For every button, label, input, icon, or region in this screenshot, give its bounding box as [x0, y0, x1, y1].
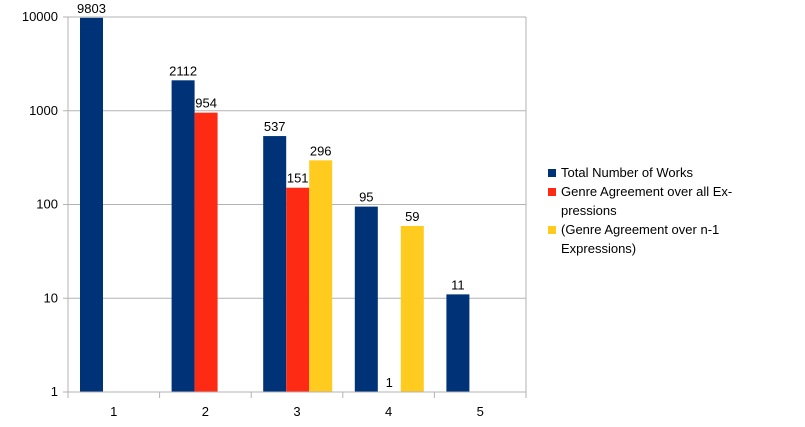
data-label: 1	[386, 375, 393, 390]
bar-series-1-cat-3	[263, 136, 287, 392]
legend-label: Genre Agreement over all Ex-pressions	[561, 184, 732, 218]
y-tick-label: 1	[51, 384, 58, 399]
data-label: 151	[287, 171, 309, 186]
legend-swatch	[548, 226, 556, 234]
x-tick-labels: 1 2 3 4 5	[110, 404, 484, 419]
axes-group	[63, 16, 527, 398]
bar-series-3-cat-4	[400, 225, 424, 392]
bar-series-1-cat-1	[80, 17, 103, 393]
y-tick-label: 10	[44, 290, 58, 305]
bar-series-1-cat-4	[354, 206, 378, 392]
data-label: 11	[451, 277, 465, 292]
data-label: 2112	[169, 63, 197, 78]
y-tick-label: 10000	[22, 9, 58, 24]
bar-series-3-cat-3	[309, 160, 333, 392]
legend: Total Number of Works Genre Agreement ove…	[548, 165, 732, 256]
bar-series-2-cat-2	[194, 112, 218, 392]
legend-swatch	[548, 169, 556, 177]
data-label: 296	[310, 143, 332, 158]
x-tick-label: 2	[202, 404, 209, 419]
y-tick-labels: 1 10 100 1000 10000	[22, 9, 58, 399]
data-label: 537	[264, 119, 286, 134]
x-tick-label: 5	[477, 404, 484, 419]
x-tick-label: 1	[110, 404, 117, 419]
bars-group	[80, 17, 470, 393]
y-tick-label: 1000	[29, 103, 58, 118]
data-label: 9803	[77, 1, 106, 16]
data-labels: 9803 2112 537 95 11 954 151 1 296 59	[77, 1, 465, 390]
y-tick-label: 100	[36, 197, 58, 212]
legend-label: (Genre Agreement over n-1 Expressions)	[561, 222, 719, 256]
data-label: 954	[195, 96, 217, 111]
x-tick-label: 4	[385, 404, 392, 419]
data-label: 59	[405, 209, 419, 224]
bar-series-1-cat-2	[171, 80, 195, 393]
bar-series-2-cat-3	[286, 187, 310, 392]
bar-series-1-cat-5	[446, 294, 470, 392]
x-tick-label: 3	[293, 404, 300, 419]
data-label: 95	[359, 190, 373, 205]
legend-label: Total Number of Works	[561, 165, 693, 180]
legend-swatch	[548, 188, 556, 196]
